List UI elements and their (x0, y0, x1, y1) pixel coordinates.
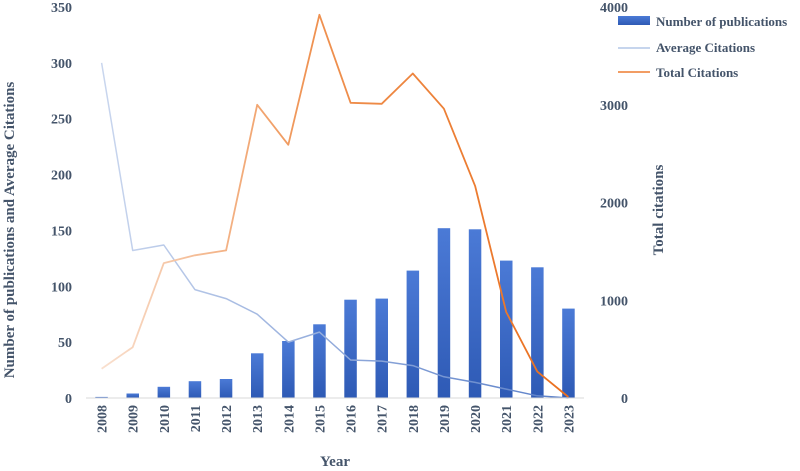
x-tick-label: 2014 (282, 405, 297, 433)
bar-2012 (219, 379, 233, 398)
y-tick-label: 300 (51, 57, 72, 72)
x-tick-label: 2018 (407, 405, 422, 433)
y-tick-label: 250 (51, 113, 72, 128)
bar-2009 (126, 393, 139, 398)
legend-label-publications: Number of publications (656, 14, 787, 29)
bar-2023 (562, 308, 575, 398)
y-tick-label: 0 (65, 392, 72, 407)
legend: Number of publications Average Citations… (618, 14, 787, 80)
line-average-citations (100, 62, 569, 399)
line-series (100, 13, 569, 399)
line-total-citations (101, 13, 569, 398)
legend-label-total-citations: Total Citations (656, 65, 738, 80)
x-tick-label: 2023 (562, 405, 577, 433)
y2-tick-label: 4000 (600, 1, 628, 16)
y2-tick-label: 3000 (600, 99, 628, 114)
y-tick-label: 150 (51, 224, 72, 239)
legend-label-average-citations: Average Citations (656, 40, 755, 55)
bar-2016 (344, 299, 357, 398)
x-axis-title: Year (320, 454, 350, 470)
y-tick-label: 50 (58, 336, 72, 351)
x-tick-label: 2009 (127, 405, 142, 433)
bar-2008 (95, 396, 108, 398)
y-axis-title: Number of publications and Average Citat… (2, 82, 18, 379)
y-tick-label: 100 (51, 280, 72, 295)
y2-tick-label: 1000 (600, 294, 628, 309)
bar-2020 (468, 229, 482, 398)
x-axis-ticks: 2008 2009 2010 2011 2012 2013 2014 2015 2016 2017… (96, 405, 578, 433)
left-axis-ticks: 0 50 100 150 200 250 300 350 (51, 1, 72, 407)
bar-2013 (251, 353, 264, 398)
x-tick-label: 2015 (313, 405, 328, 433)
x-tick-label: 2010 (158, 405, 173, 433)
x-tick-label: 2019 (438, 405, 453, 433)
bar-2022 (531, 267, 544, 398)
legend-swatch-publications (618, 16, 650, 25)
x-tick-label: 2008 (96, 405, 111, 433)
x-tick-label: 2016 (345, 405, 360, 433)
y2-axis-title: Total citations (651, 164, 667, 255)
bar-2015 (313, 324, 326, 398)
x-tick-label: 2017 (376, 405, 391, 433)
x-tick-label: 2022 (531, 405, 546, 433)
x-tick-label: 2020 (469, 405, 484, 433)
y-tick-label: 200 (51, 169, 72, 184)
y2-tick-label: 2000 (600, 197, 628, 212)
right-axis-ticks: 0 1000 2000 3000 4000 (600, 1, 628, 407)
y-tick-label: 350 (51, 1, 72, 16)
bar-2014 (282, 341, 295, 398)
y2-tick-label: 0 (621, 392, 628, 407)
x-tick-label: 2012 (220, 405, 235, 433)
x-tick-label: 2011 (189, 405, 204, 432)
bar-2017 (375, 298, 388, 398)
x-tick-label: 2021 (500, 405, 515, 433)
bar-2010 (157, 386, 171, 398)
bar-series (95, 228, 575, 398)
bar-2019 (437, 228, 451, 398)
bar-2011 (188, 381, 202, 398)
x-tick-label: 2013 (251, 405, 266, 433)
bar-2018 (406, 270, 420, 398)
bar-2021 (500, 260, 513, 398)
